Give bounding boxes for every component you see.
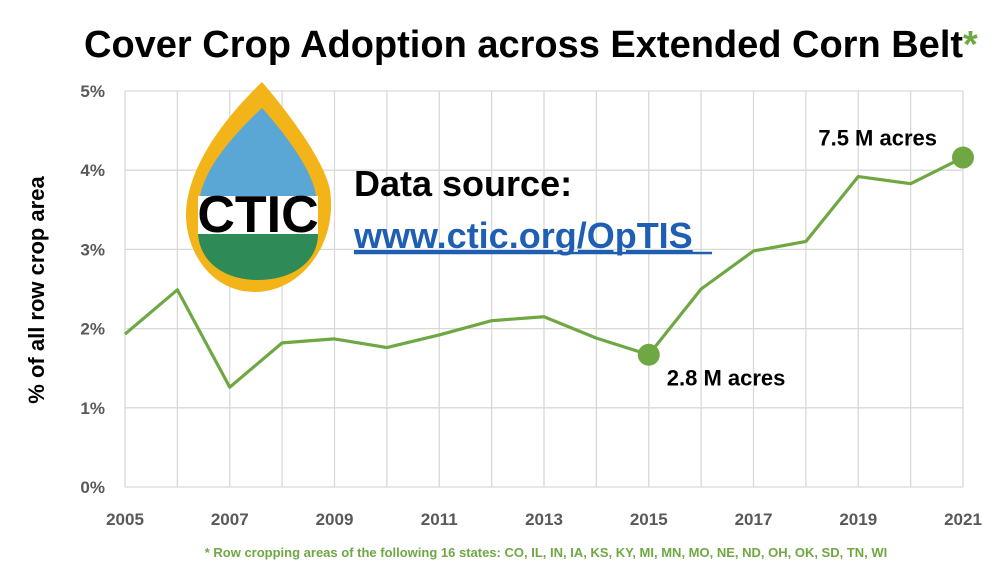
x-tick-label: 2019 bbox=[839, 510, 877, 529]
y-tick-labels: 0% 1% 2% 3% 4% 5% bbox=[80, 82, 105, 497]
data-source-link[interactable]: www.ctic.org/OpTIS bbox=[353, 215, 693, 256]
y-tick-label: 3% bbox=[80, 240, 105, 259]
x-tick-label: 2007 bbox=[211, 510, 249, 529]
chart-title: Cover Crop Adoption across Extended Corn… bbox=[84, 24, 978, 66]
data-source-label: Data source: bbox=[354, 163, 572, 204]
x-tick-label: 2017 bbox=[735, 510, 773, 529]
footnote: * Row cropping areas of the following 16… bbox=[205, 545, 888, 560]
logo-white-band bbox=[198, 196, 318, 234]
ctic-logo: CTIC bbox=[185, 82, 332, 292]
series-layer bbox=[123, 146, 974, 389]
annotations: 2.8 M acres 7.5 M acres bbox=[667, 126, 937, 391]
highlight-label: 7.5 M acres bbox=[818, 126, 937, 151]
logo-text: CTIC bbox=[197, 186, 318, 244]
x-tick-label: 2009 bbox=[316, 510, 354, 529]
y-tick-label: 0% bbox=[80, 478, 105, 497]
y-axis-label: % of all row crop area bbox=[24, 176, 49, 404]
x-tick-label: 2011 bbox=[421, 510, 458, 529]
y-tick-label: 4% bbox=[80, 161, 105, 180]
x-tick-label: 2015 bbox=[630, 510, 668, 529]
title-asterisk: * bbox=[963, 24, 978, 66]
logo-drop-ground bbox=[198, 234, 318, 280]
series-line bbox=[123, 156, 964, 389]
logo-drop-sky bbox=[200, 108, 316, 196]
x-tick-label: 2005 bbox=[106, 510, 144, 529]
x-tick-label: 2021 bbox=[944, 510, 982, 529]
highlight-marker bbox=[637, 343, 660, 366]
highlight-marker bbox=[952, 146, 974, 169]
highlight-label: 2.8 M acres bbox=[667, 366, 786, 391]
y-tick-label: 2% bbox=[80, 320, 105, 339]
x-tick-labels: 2005 2007 2009 2011 2013 2015 2017 2019 2021 bbox=[106, 510, 982, 529]
y-tick-label: 1% bbox=[80, 399, 105, 418]
x-tick-label: 2013 bbox=[525, 510, 563, 529]
y-tick-label: 5% bbox=[80, 82, 105, 101]
